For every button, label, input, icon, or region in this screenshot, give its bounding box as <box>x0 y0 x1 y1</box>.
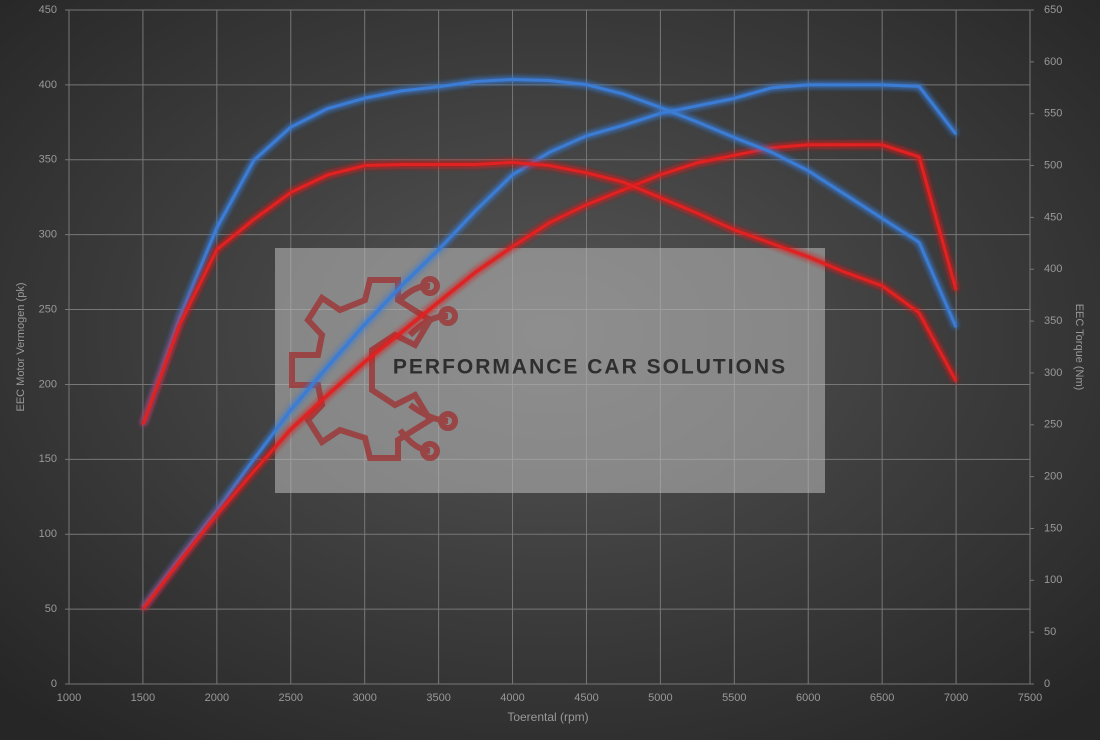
y2-tick-label: 500 <box>1044 159 1062 171</box>
y-tick-label: 0 <box>51 678 57 690</box>
x-tick-label: 5500 <box>722 692 746 704</box>
y2-tick-label: 0 <box>1044 678 1050 690</box>
x-tick-label: 4500 <box>574 692 598 704</box>
x-tick-label: 7000 <box>944 692 968 704</box>
y2-tick-label: 450 <box>1044 211 1062 223</box>
y2-tick-label: 200 <box>1044 471 1062 483</box>
watermark-text: PERFORMANCE CAR SOLUTIONS <box>393 356 787 379</box>
x-tick-label: 1000 <box>57 692 81 704</box>
x-tick-label: 2000 <box>205 692 229 704</box>
y-tick-label: 400 <box>39 79 57 91</box>
x-tick-label: 1500 <box>131 692 155 704</box>
y-tick-label: 300 <box>39 229 57 241</box>
y2-tick-label: 50 <box>1044 626 1056 638</box>
series-line <box>141 143 958 611</box>
series-line <box>141 77 958 426</box>
y2-tick-label: 350 <box>1044 315 1062 327</box>
y2-axis-label: EEC Torque (Nm) <box>1073 304 1085 391</box>
y2-tick-label: 100 <box>1044 574 1062 586</box>
x-tick-label: 4000 <box>500 692 524 704</box>
x-tick-label: 6500 <box>870 692 894 704</box>
y2-tick-label: 600 <box>1044 56 1062 68</box>
y-tick-label: 450 <box>39 4 57 16</box>
y-tick-label: 150 <box>39 453 57 465</box>
y2-tick-label: 550 <box>1044 108 1062 120</box>
series-line <box>141 83 958 609</box>
x-tick-label: 7500 <box>1018 692 1042 704</box>
x-tick-label: 3500 <box>426 692 450 704</box>
y2-tick-label: 250 <box>1044 419 1062 431</box>
x-axis-label: Toerental (rpm) <box>507 710 588 724</box>
logo <box>289 276 458 461</box>
y-tick-label: 200 <box>39 378 57 390</box>
series-line <box>141 160 958 426</box>
y-tick-label: 350 <box>39 154 57 166</box>
grid: 1000 1500 2000 2500 3000 3500 4000 4500 5000 5500… <box>39 4 1063 704</box>
lines <box>141 77 958 611</box>
x-tick-label: 2500 <box>279 692 303 704</box>
x-tick-label: 6000 <box>796 692 820 704</box>
y-tick-label: 50 <box>45 603 57 615</box>
y2-tick-label: 650 <box>1044 4 1062 16</box>
y2-tick-label: 400 <box>1044 263 1062 275</box>
y2-tick-label: 300 <box>1044 367 1062 379</box>
x-tick-label: 3000 <box>352 692 376 704</box>
y-axis-label: EEC Motor Vermogen (pk) <box>15 283 27 412</box>
y-tick-label: 100 <box>39 528 57 540</box>
watermark: PERFORMANCE CAR SOLUTIONS <box>275 248 825 493</box>
x-tick-label: 5000 <box>648 692 672 704</box>
y-tick-label: 250 <box>39 303 57 315</box>
y2-tick-label: 150 <box>1044 522 1062 534</box>
